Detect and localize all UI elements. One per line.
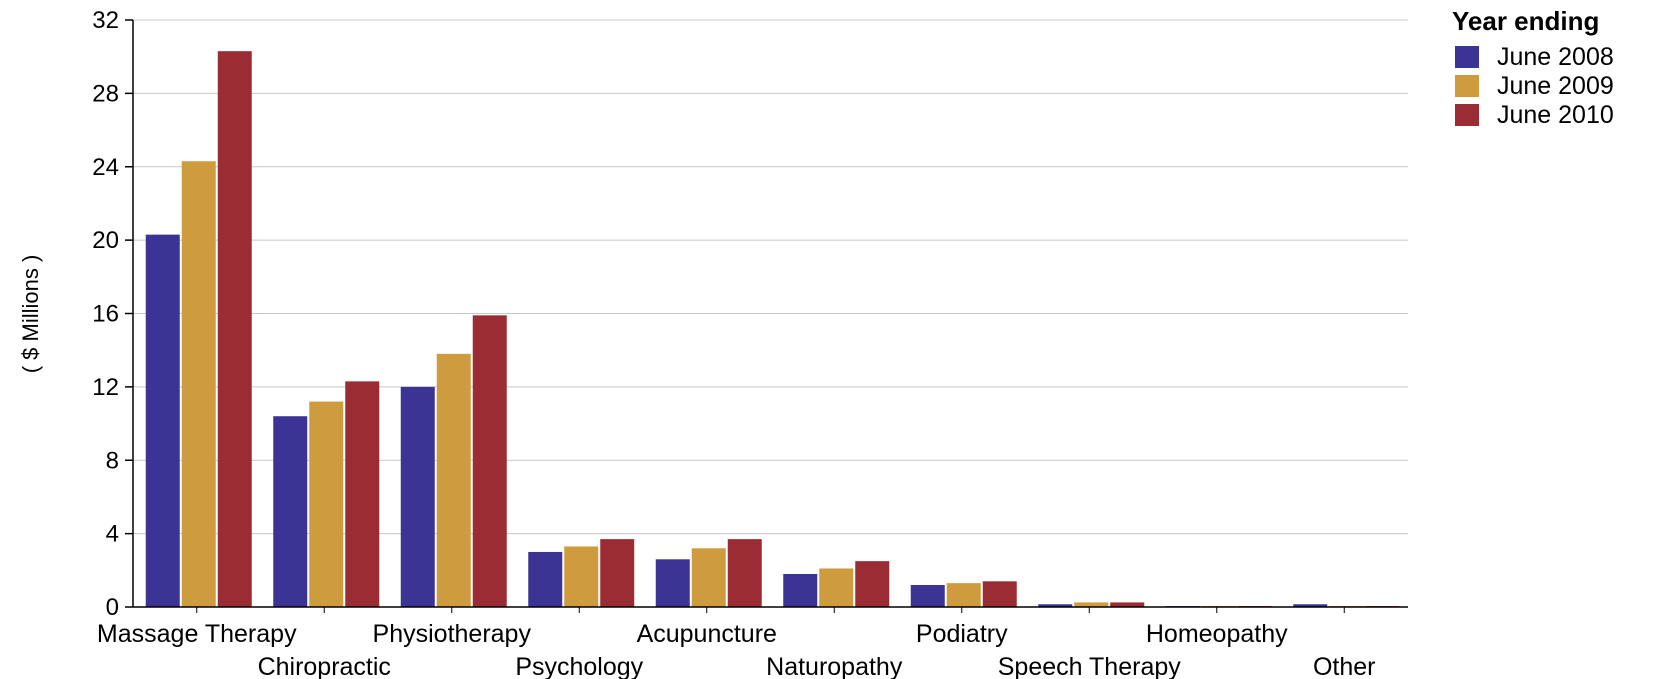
bar (855, 561, 890, 607)
bar (727, 539, 762, 607)
legend-title: Year ending (1452, 6, 1599, 36)
bar (819, 568, 854, 607)
bar (345, 381, 380, 607)
y-tick-labels: 0 4 8 12 16 20 24 28 32 (92, 7, 133, 621)
y-tick-label: 28 (92, 80, 119, 107)
bars (145, 51, 1400, 613)
bar (1293, 604, 1328, 607)
bar (472, 315, 507, 607)
legend-label: June 2009 (1497, 72, 1614, 100)
category-label: Podiatry (916, 620, 1008, 648)
bar (691, 548, 726, 607)
legend-label: June 2008 (1497, 43, 1614, 71)
bar (946, 583, 981, 607)
y-axis-label: ( $ Millions ) (18, 255, 43, 374)
category-label: Other (1313, 653, 1376, 679)
bar (145, 234, 180, 607)
category-label: Naturopathy (766, 653, 903, 679)
y-tick-label: 32 (92, 7, 119, 34)
category-label: Acupuncture (637, 620, 777, 648)
bar (655, 559, 690, 607)
bar (1038, 604, 1073, 607)
bar (273, 416, 308, 607)
bar (783, 573, 818, 607)
bar (528, 551, 563, 607)
category-label: Chiropractic (258, 653, 391, 679)
legend-swatch (1455, 75, 1479, 97)
bar (982, 581, 1017, 607)
legend-label: June 2010 (1497, 101, 1614, 129)
bar (564, 546, 599, 607)
bar (1110, 602, 1145, 607)
legend-swatch (1455, 104, 1479, 126)
bar (1074, 602, 1109, 607)
bar (309, 401, 344, 607)
y-tick-label: 0 (106, 594, 119, 621)
bar (181, 161, 216, 607)
category-label: Psychology (515, 653, 643, 679)
bar (400, 386, 435, 607)
bar (600, 539, 635, 607)
category-label: Massage Therapy (97, 620, 297, 648)
bar (217, 51, 252, 607)
category-label: Homeopathy (1146, 620, 1288, 648)
y-tick-label: 24 (92, 154, 119, 181)
y-tick-label: 16 (92, 301, 119, 328)
y-tick-label: 20 (92, 227, 119, 254)
category-label: Speech Therapy (998, 653, 1181, 679)
bar (436, 353, 471, 607)
y-tick-label: 8 (106, 447, 119, 474)
category-labels: Massage Therapy Chiropractic Physiotherapy… (97, 620, 1376, 679)
legend-swatch (1455, 46, 1479, 68)
y-tick-label: 12 (92, 374, 119, 401)
bar (910, 584, 945, 607)
category-label: Physiotherapy (373, 620, 532, 648)
y-tick-label: 4 (106, 521, 119, 548)
